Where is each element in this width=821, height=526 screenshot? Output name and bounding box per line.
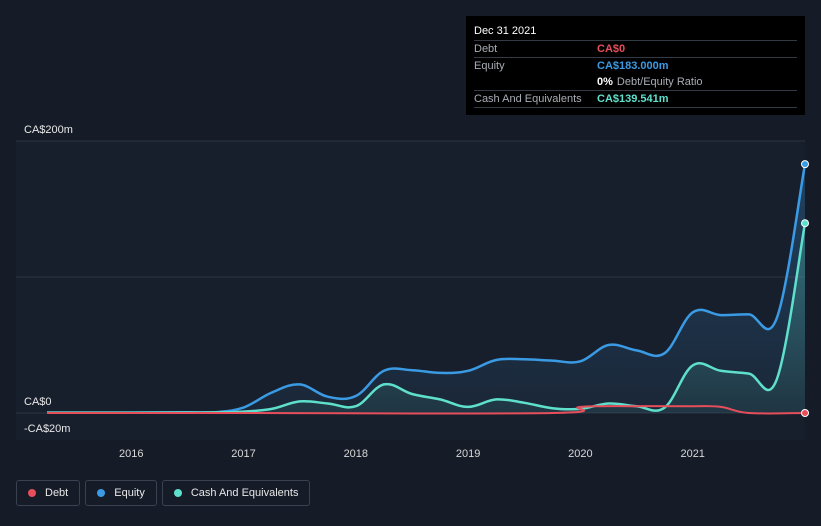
y-tick-label: CA$0 bbox=[24, 396, 52, 408]
tooltip-cash-label: Cash And Equivalents bbox=[474, 93, 582, 105]
legend-item-debt[interactable]: Debt bbox=[16, 480, 81, 506]
tooltip-cash-value: CA$139.541m bbox=[597, 93, 669, 105]
legend-item-equity[interactable]: Equity bbox=[85, 480, 157, 506]
equity-area bbox=[47, 164, 805, 413]
equity-line bbox=[47, 163, 807, 414]
debt-dot-icon bbox=[28, 489, 36, 497]
cash-area bbox=[47, 223, 805, 413]
x-tick-label: 2016 bbox=[119, 448, 143, 460]
debt-endpoint-marker bbox=[801, 409, 809, 417]
x-tick-label: 2017 bbox=[231, 448, 255, 460]
x-tick-label: 2021 bbox=[680, 448, 704, 460]
tooltip-ratio: 0% Debt/Equity Ratio bbox=[597, 74, 703, 90]
tooltip-ratio-pct: 0% bbox=[597, 76, 613, 88]
equity-dot-icon bbox=[97, 489, 106, 497]
x-tick-label: 2018 bbox=[344, 448, 368, 460]
cash-dot-icon bbox=[173, 489, 182, 497]
tooltip-row-cash: Cash And Equivalents CA$139.541m bbox=[474, 91, 797, 108]
cash-endpoint-marker bbox=[801, 219, 809, 228]
equity-endpoint-marker bbox=[801, 160, 809, 169]
x-tick-label: 2020 bbox=[568, 448, 592, 460]
tooltip-equity-value: CA$183.000m bbox=[597, 60, 669, 72]
cash-line bbox=[47, 222, 807, 414]
legend-label-equity: Equity bbox=[114, 487, 145, 499]
tooltip-debt-label: Debt bbox=[474, 43, 498, 55]
y-tick-label: CA$200m bbox=[24, 124, 73, 136]
tooltip-row-ratio: 0% Debt/Equity Ratio bbox=[474, 74, 797, 91]
debt-line bbox=[46, 405, 806, 415]
y-tick-label: -CA$20m bbox=[24, 423, 70, 435]
tooltip-row-debt: Debt CA$0 bbox=[474, 41, 797, 58]
legend-label-debt: Debt bbox=[45, 487, 69, 499]
tooltip-panel: Dec 31 2021 Debt CA$0 Equity CA$183.000m… bbox=[466, 16, 805, 115]
tooltip-date: Dec 31 2021 bbox=[474, 23, 797, 41]
x-tick-label: 2019 bbox=[456, 448, 480, 460]
tooltip-ratio-label: Debt/Equity Ratio bbox=[616, 76, 703, 88]
tooltip-debt-value: CA$0 bbox=[597, 43, 626, 55]
tooltip-row-equity: Equity CA$183.000m bbox=[474, 58, 797, 74]
legend-label-cash: Cash And Equivalents bbox=[190, 487, 299, 499]
legend: Debt Equity Cash And Equivalents bbox=[16, 480, 311, 506]
tooltip-equity-label: Equity bbox=[474, 60, 505, 72]
legend-item-cash[interactable]: Cash And Equivalents bbox=[161, 480, 311, 506]
